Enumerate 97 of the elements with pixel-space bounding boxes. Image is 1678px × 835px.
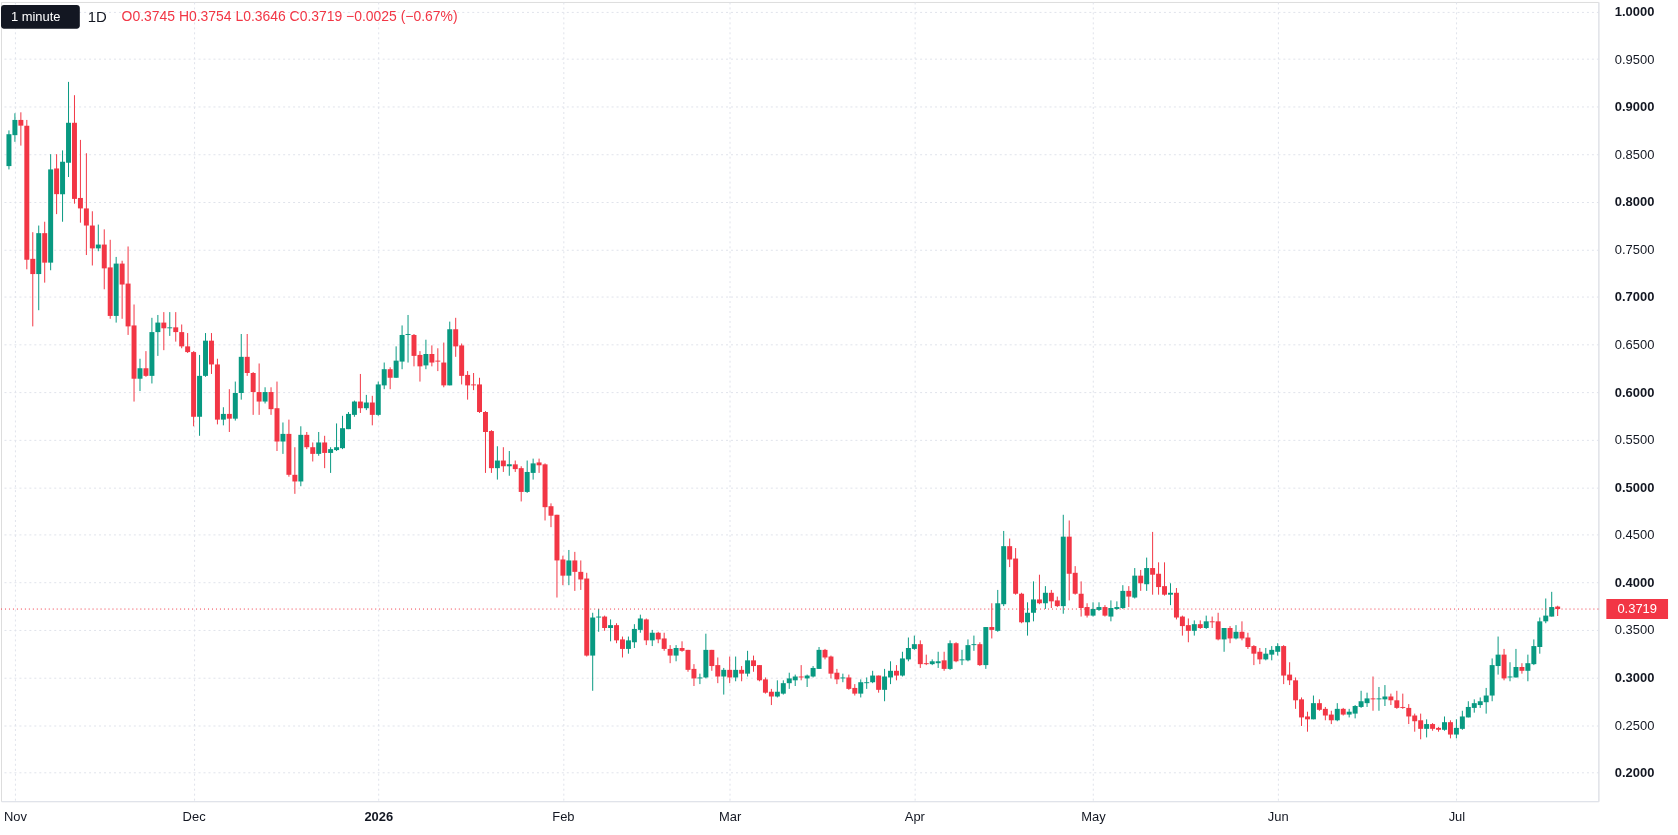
candlestick	[441, 342, 447, 388]
candlestick	[941, 651, 947, 672]
candlestick	[292, 446, 298, 495]
candlestick	[1501, 648, 1507, 681]
candlestick	[316, 431, 322, 457]
candlestick	[405, 314, 411, 364]
candlestick	[697, 673, 703, 685]
ref-line-label: 0.3719	[1617, 601, 1657, 617]
candlestick	[1025, 601, 1031, 637]
x-tick-label: 2026	[364, 808, 394, 824]
candlestick	[721, 667, 727, 696]
candlestick	[89, 210, 95, 266]
candlestick	[1138, 569, 1144, 592]
candlestick	[572, 551, 578, 592]
candlestick	[226, 388, 232, 433]
candlestick	[727, 656, 733, 684]
candlestick	[953, 641, 959, 663]
candlestick	[888, 660, 894, 685]
y-tick-label: 0.2000	[1614, 765, 1655, 781]
y-tick-label: 0.3000	[1614, 669, 1655, 685]
candlestick	[1144, 557, 1150, 592]
candlestick	[250, 371, 256, 416]
candlestick	[1042, 585, 1048, 610]
candlestick	[1126, 585, 1132, 608]
candlestick	[1334, 702, 1340, 722]
y-tick-label: 0.8000	[1614, 194, 1655, 210]
candlestick	[18, 111, 24, 147]
candlestick	[322, 435, 328, 469]
y-tick-label: 0.6500	[1614, 336, 1655, 352]
candlestick	[673, 644, 679, 662]
candlestick	[971, 635, 977, 652]
y-tick-label: 1.0000	[1614, 3, 1655, 19]
y-tick-label: 0.2500	[1614, 717, 1655, 733]
candlestick	[1239, 620, 1245, 641]
candlestick	[840, 673, 846, 683]
candlestick	[173, 311, 179, 343]
candlestick	[244, 333, 250, 377]
y-tick-label: 0.9500	[1614, 51, 1655, 67]
candlestick	[83, 152, 89, 256]
y-tick-label: 0.4500	[1614, 527, 1655, 543]
y-tick-label: 0.4000	[1614, 574, 1655, 590]
candlestick	[256, 363, 262, 416]
x-tick-label: May	[1081, 808, 1107, 824]
candlestick	[167, 311, 173, 337]
candlestick	[578, 559, 584, 591]
candlestick	[357, 373, 363, 414]
y-tick-label: 0.6000	[1614, 384, 1655, 400]
y-tick-label: 0.8500	[1614, 146, 1655, 162]
candlestick	[596, 608, 602, 633]
candlestick	[387, 366, 393, 390]
candlestick	[185, 332, 191, 354]
candlestick	[566, 549, 572, 586]
x-tick-label: Jun	[1267, 808, 1289, 824]
chart-subtitle: O0.3745 H0.3754 L0.3646 C0.3719 −0.0025 (−0.67%)	[121, 7, 458, 24]
candlestick	[608, 618, 614, 642]
candlestick	[667, 644, 673, 664]
candlestick	[179, 323, 185, 349]
y-tick-label: 0.7000	[1614, 289, 1655, 305]
x-tick-label: Dec	[182, 808, 207, 824]
x-tick-label: Apr	[904, 808, 926, 824]
candlestick	[1447, 719, 1453, 739]
candlestick	[143, 350, 149, 378]
candlestick	[1036, 574, 1042, 605]
x-tick-label: Mar	[719, 808, 743, 824]
candlestick	[1513, 648, 1519, 678]
candlestick	[643, 617, 649, 646]
x-tick-label: Nov	[3, 808, 28, 824]
candlestick	[1132, 567, 1138, 599]
candlestick	[1424, 718, 1430, 738]
y-tick-label: 0.9000	[1614, 99, 1655, 115]
candlestick	[369, 395, 375, 426]
candlestick	[977, 641, 983, 667]
y-tick-label: 0.3500	[1614, 622, 1655, 638]
candlestick	[745, 650, 751, 678]
x-tick-label: Feb	[552, 808, 575, 824]
y-tick-label: 0.7500	[1614, 241, 1655, 257]
candlestick	[155, 314, 161, 357]
candlestick	[1388, 693, 1394, 706]
candlestick	[1406, 703, 1412, 725]
candlestick	[882, 668, 888, 702]
candlestick	[280, 421, 286, 455]
y-tick-label: 0.5500	[1614, 432, 1655, 448]
candlestick	[220, 406, 226, 426]
y-tick-label: 0.5000	[1614, 479, 1655, 495]
candlestick	[208, 332, 214, 375]
candlestick	[1007, 538, 1013, 568]
candlestick	[1168, 582, 1173, 606]
candlestick	[733, 656, 739, 682]
chart-title: 1D	[87, 7, 108, 25]
candlestick	[506, 450, 512, 477]
candlestick	[494, 445, 500, 481]
x-tick-label: Jul	[1448, 808, 1466, 824]
candlestick	[1519, 662, 1525, 675]
candlestick	[310, 441, 316, 462]
candlestick	[1031, 580, 1036, 622]
annotation: 1 minute	[10, 8, 61, 24]
candlestick	[423, 339, 429, 370]
